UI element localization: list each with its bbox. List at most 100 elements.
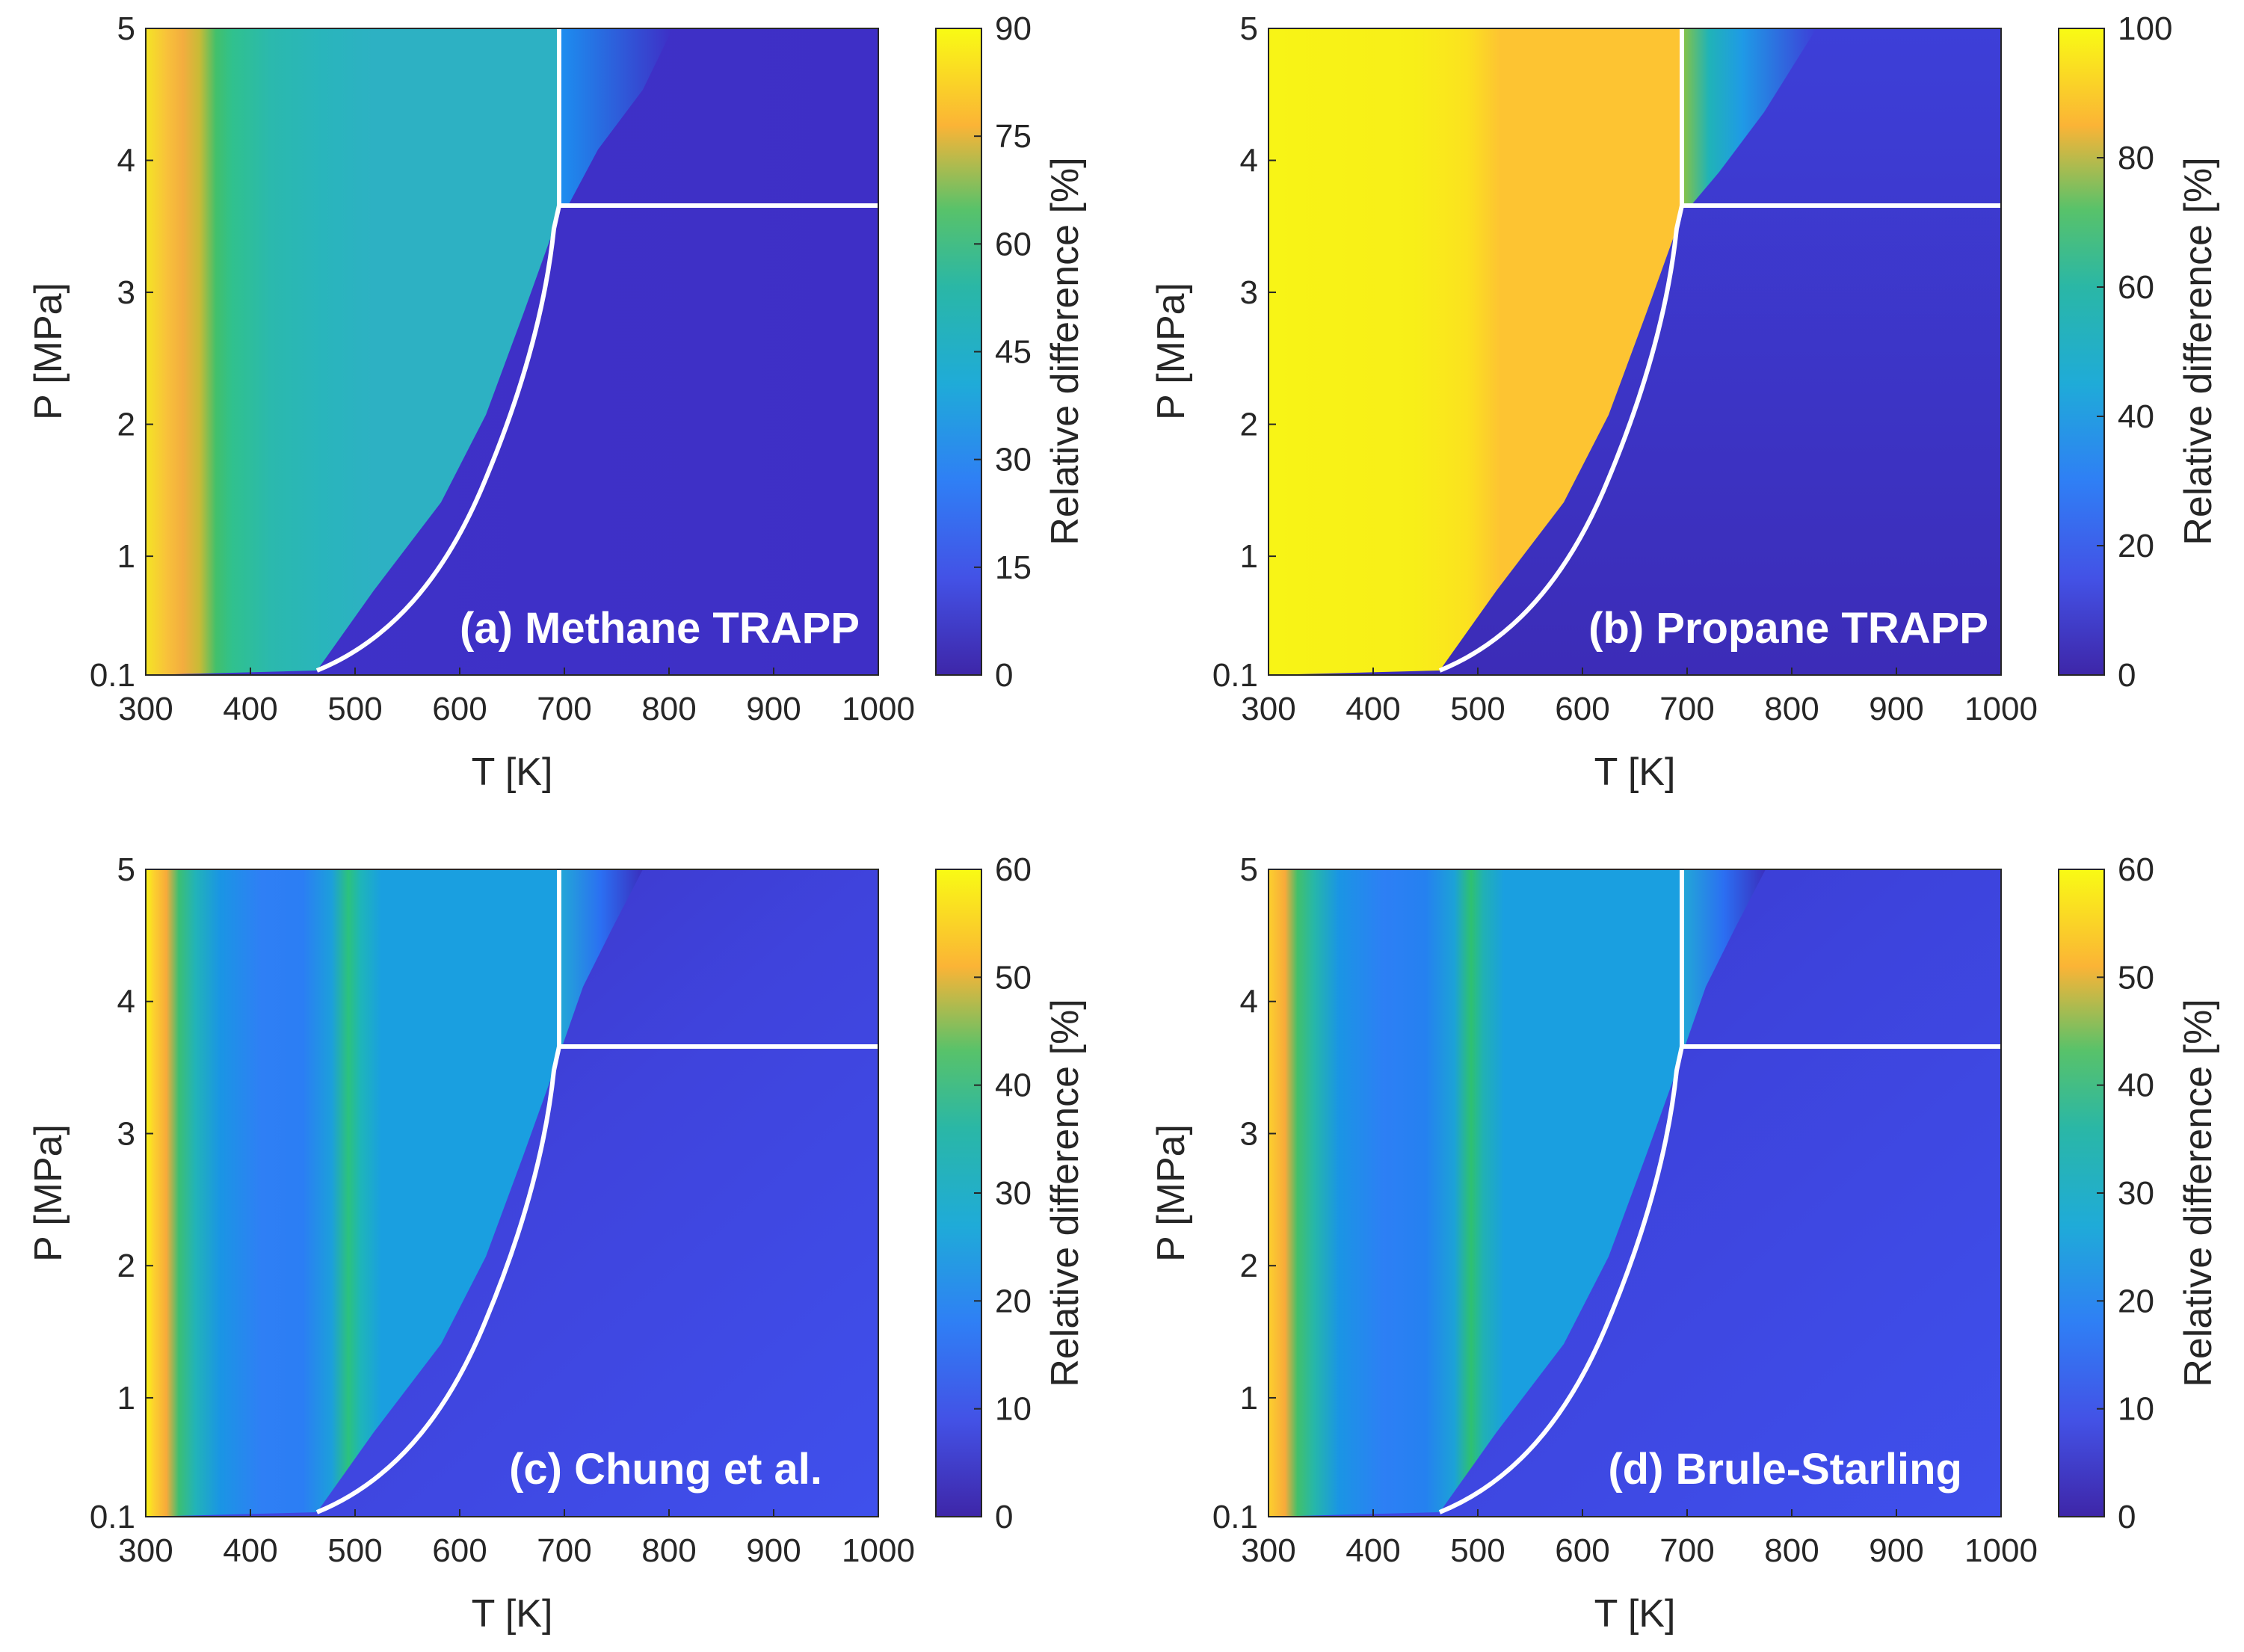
y-tick-label: 3 — [117, 274, 135, 311]
colorbar-ticks-c: 0 10 20 30 40 50 60 — [974, 851, 1032, 1535]
colorbar-tick-label: 40 — [995, 1067, 1032, 1104]
colorbar-d — [2058, 869, 2105, 1517]
x-tick-label: 900 — [1869, 1532, 1923, 1569]
x-tick-label: 300 — [118, 691, 173, 727]
x-tick-label: 1000 — [1964, 691, 2038, 727]
panel-title-b: (b) Propane TRAPP — [1588, 604, 1988, 653]
x-ticks-a: 300 400 500 600 700 800 900 1000 — [118, 668, 915, 727]
x-ticks-d: 300 400 500 600 700 800 900 1000 — [1241, 1509, 2038, 1569]
colorbar-label-a: Relative difference [%] — [1044, 157, 1087, 545]
y-tick-label: 2 — [117, 407, 135, 443]
x-tick-label: 700 — [537, 691, 591, 727]
x-tick-label: 800 — [1764, 691, 1819, 727]
x-tick-label: 800 — [641, 691, 696, 727]
x-tick-label: 500 — [1450, 691, 1505, 727]
y-tick-label: 1 — [1240, 1380, 1258, 1417]
x-tick-label: 400 — [1346, 1532, 1400, 1569]
y-tick-label: 1 — [117, 1380, 135, 1417]
saturation-curve-c — [315, 869, 561, 1514]
y-tick-label: 4 — [1240, 143, 1258, 179]
saturation-curve-d — [1438, 869, 1684, 1514]
x-tick-label: 400 — [223, 1532, 277, 1569]
x-tick-label: 900 — [746, 1532, 801, 1569]
x-tick-label: 500 — [327, 691, 382, 727]
colorbar-tick-label: 45 — [995, 334, 1032, 371]
panel-title-c: (c) Chung et al. — [509, 1445, 822, 1494]
heatmap-c-liquid — [146, 869, 559, 1517]
y-tick-label: 0.1 — [1212, 657, 1258, 694]
x-axis-label-d: T [K] — [1594, 1592, 1676, 1636]
x-tick-label: 700 — [537, 1532, 591, 1569]
colorbar-tick-label: 10 — [995, 1391, 1032, 1428]
x-tick-label: 600 — [432, 691, 487, 727]
x-tick-label: 500 — [1450, 1532, 1505, 1569]
y-tick-label: 4 — [117, 143, 135, 179]
y-tick-label: 4 — [117, 984, 135, 1020]
plot-frame-a — [145, 28, 879, 676]
heatmap-d-liquid — [1269, 869, 1682, 1517]
y-tick-label: 0.1 — [90, 657, 135, 694]
x-tick-label: 700 — [1659, 1532, 1714, 1569]
heatmap-d-supercritical — [1682, 869, 1766, 1047]
colorbar-tick-label: 90 — [995, 10, 1032, 47]
heatmap-c — [146, 869, 878, 1517]
x-ticks-c: 300 400 500 600 700 800 900 1000 — [118, 1509, 915, 1569]
y-tick-label: 1 — [1240, 538, 1258, 575]
y-axis-label-d: P [MPa] — [1150, 1124, 1193, 1262]
y-tick-label: 5 — [117, 851, 135, 888]
colorbar-tick-label: 75 — [995, 118, 1032, 155]
colorbar-label-c: Relative difference [%] — [1044, 999, 1087, 1387]
panel-title-a: (a) Methane TRAPP — [460, 604, 860, 653]
heatmap-a-liquid — [146, 28, 559, 675]
y-tick-label: 4 — [1240, 984, 1258, 1020]
colorbar-tick-label: 0 — [995, 657, 1013, 694]
y-tick-label: 5 — [1240, 10, 1258, 47]
y-tick-label: 3 — [1240, 1115, 1258, 1152]
colorbar-tick-label: 30 — [2118, 1175, 2154, 1212]
heatmap-b-liquid — [1269, 28, 1682, 675]
y-tick-label: 3 — [117, 1115, 135, 1152]
x-axis-label-a: T [K] — [472, 751, 553, 794]
x-tick-label: 600 — [1555, 691, 1609, 727]
x-axis-label-b: T [K] — [1594, 751, 1676, 794]
heatmap-b-supercritical — [1682, 28, 1816, 206]
colorbar-tick-label: 40 — [2118, 398, 2154, 435]
colorbar-tick-label: 60 — [2118, 851, 2154, 888]
colorbar-tick-label: 100 — [2118, 10, 2172, 47]
colorbar-tick-label: 0 — [2118, 1499, 2136, 1535]
x-tick-label: 600 — [432, 1532, 487, 1569]
x-tick-label: 900 — [746, 691, 801, 727]
colorbar-tick-label: 0 — [2118, 657, 2136, 694]
colorbar-a — [935, 28, 982, 676]
colorbar-tick-label: 15 — [995, 549, 1032, 586]
heatmap-c-supercritical — [559, 869, 643, 1047]
plot-frame-b — [1268, 28, 2002, 676]
colorbar-b — [2058, 28, 2105, 676]
x-tick-label: 300 — [1241, 1532, 1295, 1569]
colorbar-tick-label: 50 — [2118, 959, 2154, 996]
panel-b: (b) Propane TRAPP 300 400 500 600 700 800 900 1… — [1150, 10, 2220, 794]
x-tick-label: 800 — [1764, 1532, 1819, 1569]
colorbar-tick-label: 30 — [995, 442, 1032, 478]
colorbar-tick-label: 10 — [2118, 1391, 2154, 1428]
x-tick-label: 800 — [641, 1532, 696, 1569]
y-tick-label: 5 — [117, 10, 135, 47]
panel-a: (a) Methane TRAPP 300 400 500 600 700 800 900 1… — [27, 10, 1087, 794]
y-tick-label: 0.1 — [1212, 1499, 1258, 1535]
panel-title-d: (d) Brule-Starling — [1608, 1445, 1962, 1494]
heatmap-a — [146, 28, 878, 675]
colorbar-label-b: Relative difference [%] — [2177, 157, 2220, 545]
y-tick-label: 2 — [1240, 1248, 1258, 1284]
heatmap-a-supercritical — [559, 28, 673, 206]
x-tick-label: 1000 — [1964, 1532, 2038, 1569]
colorbar-tick-label: 20 — [2118, 528, 2154, 564]
x-tick-label: 600 — [1555, 1532, 1609, 1569]
y-axis-label-a: P [MPa] — [27, 283, 70, 420]
x-tick-label: 400 — [223, 691, 277, 727]
y-tick-label: 3 — [1240, 274, 1258, 311]
colorbar-ticks-a: 0 15 30 45 60 75 90 — [974, 10, 1032, 694]
y-tick-label: 2 — [117, 1248, 135, 1284]
x-tick-label: 700 — [1659, 691, 1714, 727]
saturation-curve-a — [315, 28, 561, 673]
